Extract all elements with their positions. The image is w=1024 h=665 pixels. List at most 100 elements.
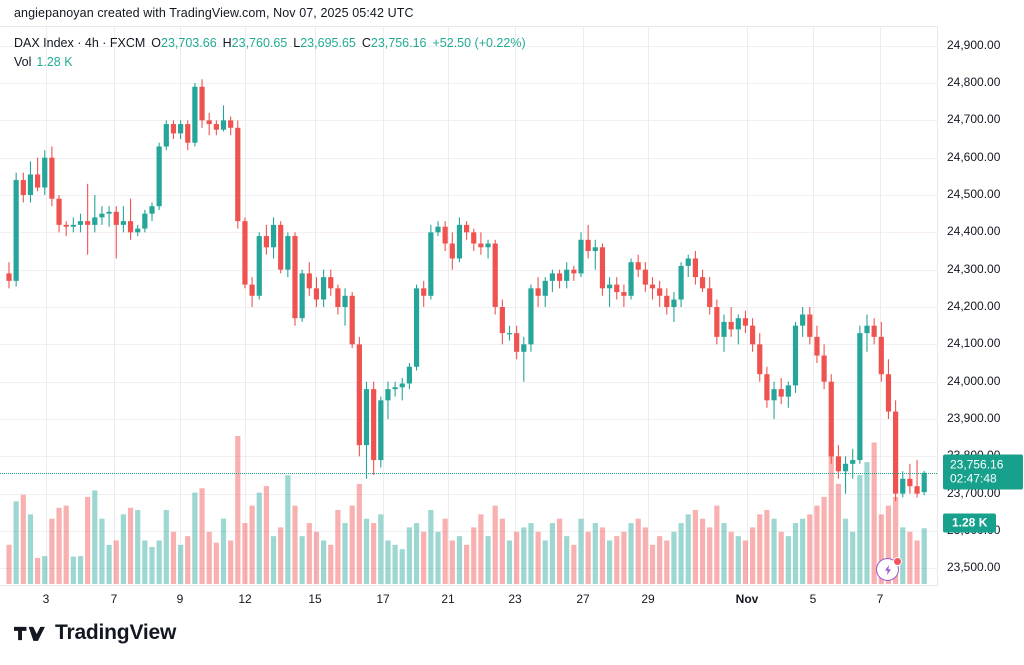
candle-body — [428, 232, 434, 296]
volume-bar — [20, 494, 26, 584]
candle-body — [893, 411, 899, 494]
candle-body — [321, 277, 327, 300]
candle-body — [900, 478, 906, 494]
grid-line-vertical — [383, 27, 384, 585]
candle-body — [127, 221, 134, 233]
volume-bar — [185, 536, 191, 584]
time-tick-label: 23 — [508, 592, 522, 606]
current-price-badge: 23,756.16 02:47:48 — [943, 454, 1023, 490]
candle-body — [835, 456, 841, 472]
candle-body — [607, 284, 613, 289]
volume-bar — [857, 475, 863, 584]
price-scale[interactable]: 24,900.00 24,800.00 24,700.00 24,600.00 24,5… — [937, 26, 1024, 586]
candle-body — [263, 236, 269, 248]
volume-bar — [907, 531, 913, 584]
price-tick-label: 24,400.00 — [947, 224, 1001, 239]
candle-body — [185, 124, 191, 143]
candle-body — [828, 381, 834, 457]
volume-bar — [406, 527, 412, 584]
volume-bar — [807, 514, 813, 584]
volume-bar — [685, 514, 691, 584]
volume-bar — [106, 544, 112, 584]
volume-bar — [864, 462, 870, 584]
volume-bar — [142, 540, 148, 584]
candle-body — [464, 224, 470, 233]
volume-bar — [607, 540, 613, 584]
volume-bar — [399, 549, 405, 584]
volume-bar — [521, 527, 527, 584]
volume-bar — [764, 510, 770, 584]
candle-body — [435, 226, 441, 233]
candle-body — [306, 273, 312, 289]
volume-bar — [485, 536, 491, 584]
volume-bar — [785, 536, 791, 584]
volume-bar — [628, 523, 634, 584]
attribution-text: angiepanoyan created with TradingView.co… — [14, 6, 414, 20]
flash-alert-button[interactable] — [876, 557, 902, 583]
candle-body — [256, 236, 262, 296]
candle-body — [270, 224, 277, 248]
time-tick-label: 21 — [441, 592, 455, 606]
grid-line-horizontal — [0, 269, 937, 271]
grid-line-horizontal — [0, 83, 937, 84]
time-tick-label: 7 — [110, 592, 118, 606]
volume-bar — [127, 507, 134, 584]
grid-line-vertical — [880, 27, 881, 585]
chart-plot-area[interactable]: DAX Index · 4h · FXCM O23,703.66 H23,760.6… — [0, 26, 937, 586]
candle-body — [542, 280, 548, 296]
volume-bar — [206, 531, 212, 584]
volume-bar — [63, 505, 69, 584]
volume-bar — [735, 536, 741, 584]
grid-line-horizontal — [0, 344, 937, 346]
candle-body — [635, 262, 641, 270]
volume-bar — [835, 483, 841, 584]
volume-bar — [585, 531, 591, 584]
volume-bar — [49, 518, 55, 584]
grid-line-vertical — [448, 27, 449, 585]
candle-body — [49, 157, 55, 199]
candle-body — [342, 295, 348, 307]
candle-body — [814, 336, 820, 356]
candle-body — [807, 314, 813, 337]
candle-body — [485, 243, 491, 248]
volume-bar — [135, 510, 141, 584]
candle-body — [885, 374, 892, 412]
grid-line-horizontal — [0, 307, 937, 308]
candle-body — [335, 288, 341, 307]
grid-line-horizontal — [0, 456, 937, 458]
candle-body — [528, 288, 534, 345]
volume-bar — [714, 505, 720, 584]
candle-body — [20, 180, 26, 195]
volume-bar — [278, 527, 284, 584]
candle-body — [285, 236, 291, 270]
candle-body — [671, 299, 677, 307]
candle-body — [628, 262, 634, 296]
grid-line-vertical — [813, 27, 814, 585]
volume-bar — [506, 540, 513, 584]
candle-body — [178, 124, 184, 134]
candle-body — [907, 478, 913, 487]
legend-symbol[interactable]: DAX Index · 4h · FXCM — [14, 36, 146, 50]
candle-body — [313, 288, 320, 300]
candlestick-series — [6, 79, 927, 584]
volume-bar — [428, 510, 434, 584]
volume-bar — [99, 518, 105, 584]
volume-bar — [649, 544, 656, 584]
time-scale[interactable]: 3 7 9 12 15 17 21 23 27 29 Nov 5 7 — [0, 586, 937, 614]
price-tick-label: 24,500.00 — [947, 187, 1001, 201]
volume-bar — [371, 523, 377, 584]
candle-body — [299, 273, 305, 319]
current-volume-badge: 1.28 K — [943, 513, 997, 533]
candle-body — [750, 325, 756, 345]
volume-bar — [514, 531, 520, 584]
current-price-value: 23,756.16 — [950, 457, 1004, 472]
volume-bar — [814, 505, 820, 584]
candle-body — [842, 463, 849, 472]
candle-body — [657, 288, 663, 296]
price-tick-label: 24,000.00 — [947, 373, 1001, 388]
candle-body — [199, 86, 205, 121]
volume-bar — [113, 540, 119, 584]
price-tick-label: 24,200.00 — [947, 299, 1001, 313]
time-tick-label: 29 — [641, 592, 655, 606]
volume-bar — [378, 514, 384, 584]
